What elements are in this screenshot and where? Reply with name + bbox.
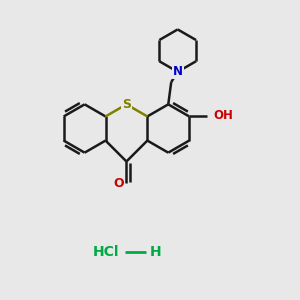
Text: O: O: [113, 177, 124, 190]
Text: N: N: [173, 65, 183, 78]
Text: OH: OH: [213, 109, 233, 122]
Text: H: H: [150, 244, 162, 259]
Text: S: S: [122, 98, 131, 111]
Text: HCl: HCl: [93, 244, 119, 259]
